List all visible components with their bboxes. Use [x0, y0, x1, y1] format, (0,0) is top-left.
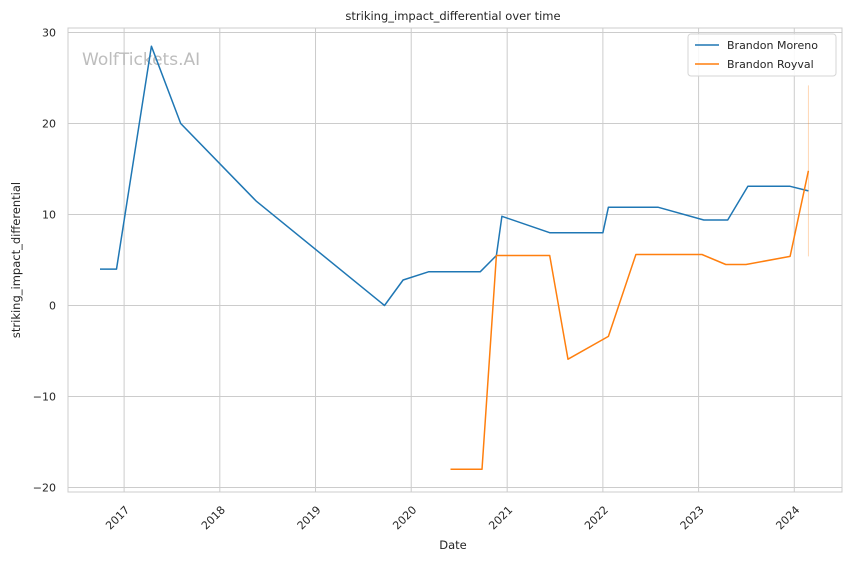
y-tick-labels: 30 20 10 0 −10 −20	[33, 27, 56, 495]
legend: Brandon Moreno Brandon Royval	[687, 33, 837, 77]
y-tick-label: −20	[33, 481, 56, 494]
series-line	[100, 45, 809, 307]
chart-title: striking_impact_differential over time	[345, 9, 560, 23]
grid	[68, 28, 842, 492]
y-tick-label: 30	[42, 27, 56, 40]
series-line	[450, 170, 810, 471]
y-tick-label: 10	[42, 209, 56, 222]
y-tick-label: 0	[49, 299, 56, 312]
x-axis-label: Date	[439, 538, 467, 552]
series-lines	[100, 45, 810, 471]
y-tick-label: 20	[42, 118, 56, 131]
legend-label: Brandon Moreno	[727, 39, 818, 52]
plot-frame	[67, 27, 843, 493]
y-tick-label: −10	[33, 390, 56, 403]
y-axis-label: striking_impact_differential	[9, 182, 23, 338]
watermark: WolfTickets.AI	[82, 50, 200, 70]
legend-label: Brandon Royval	[727, 58, 814, 71]
legend-box	[687, 33, 837, 77]
